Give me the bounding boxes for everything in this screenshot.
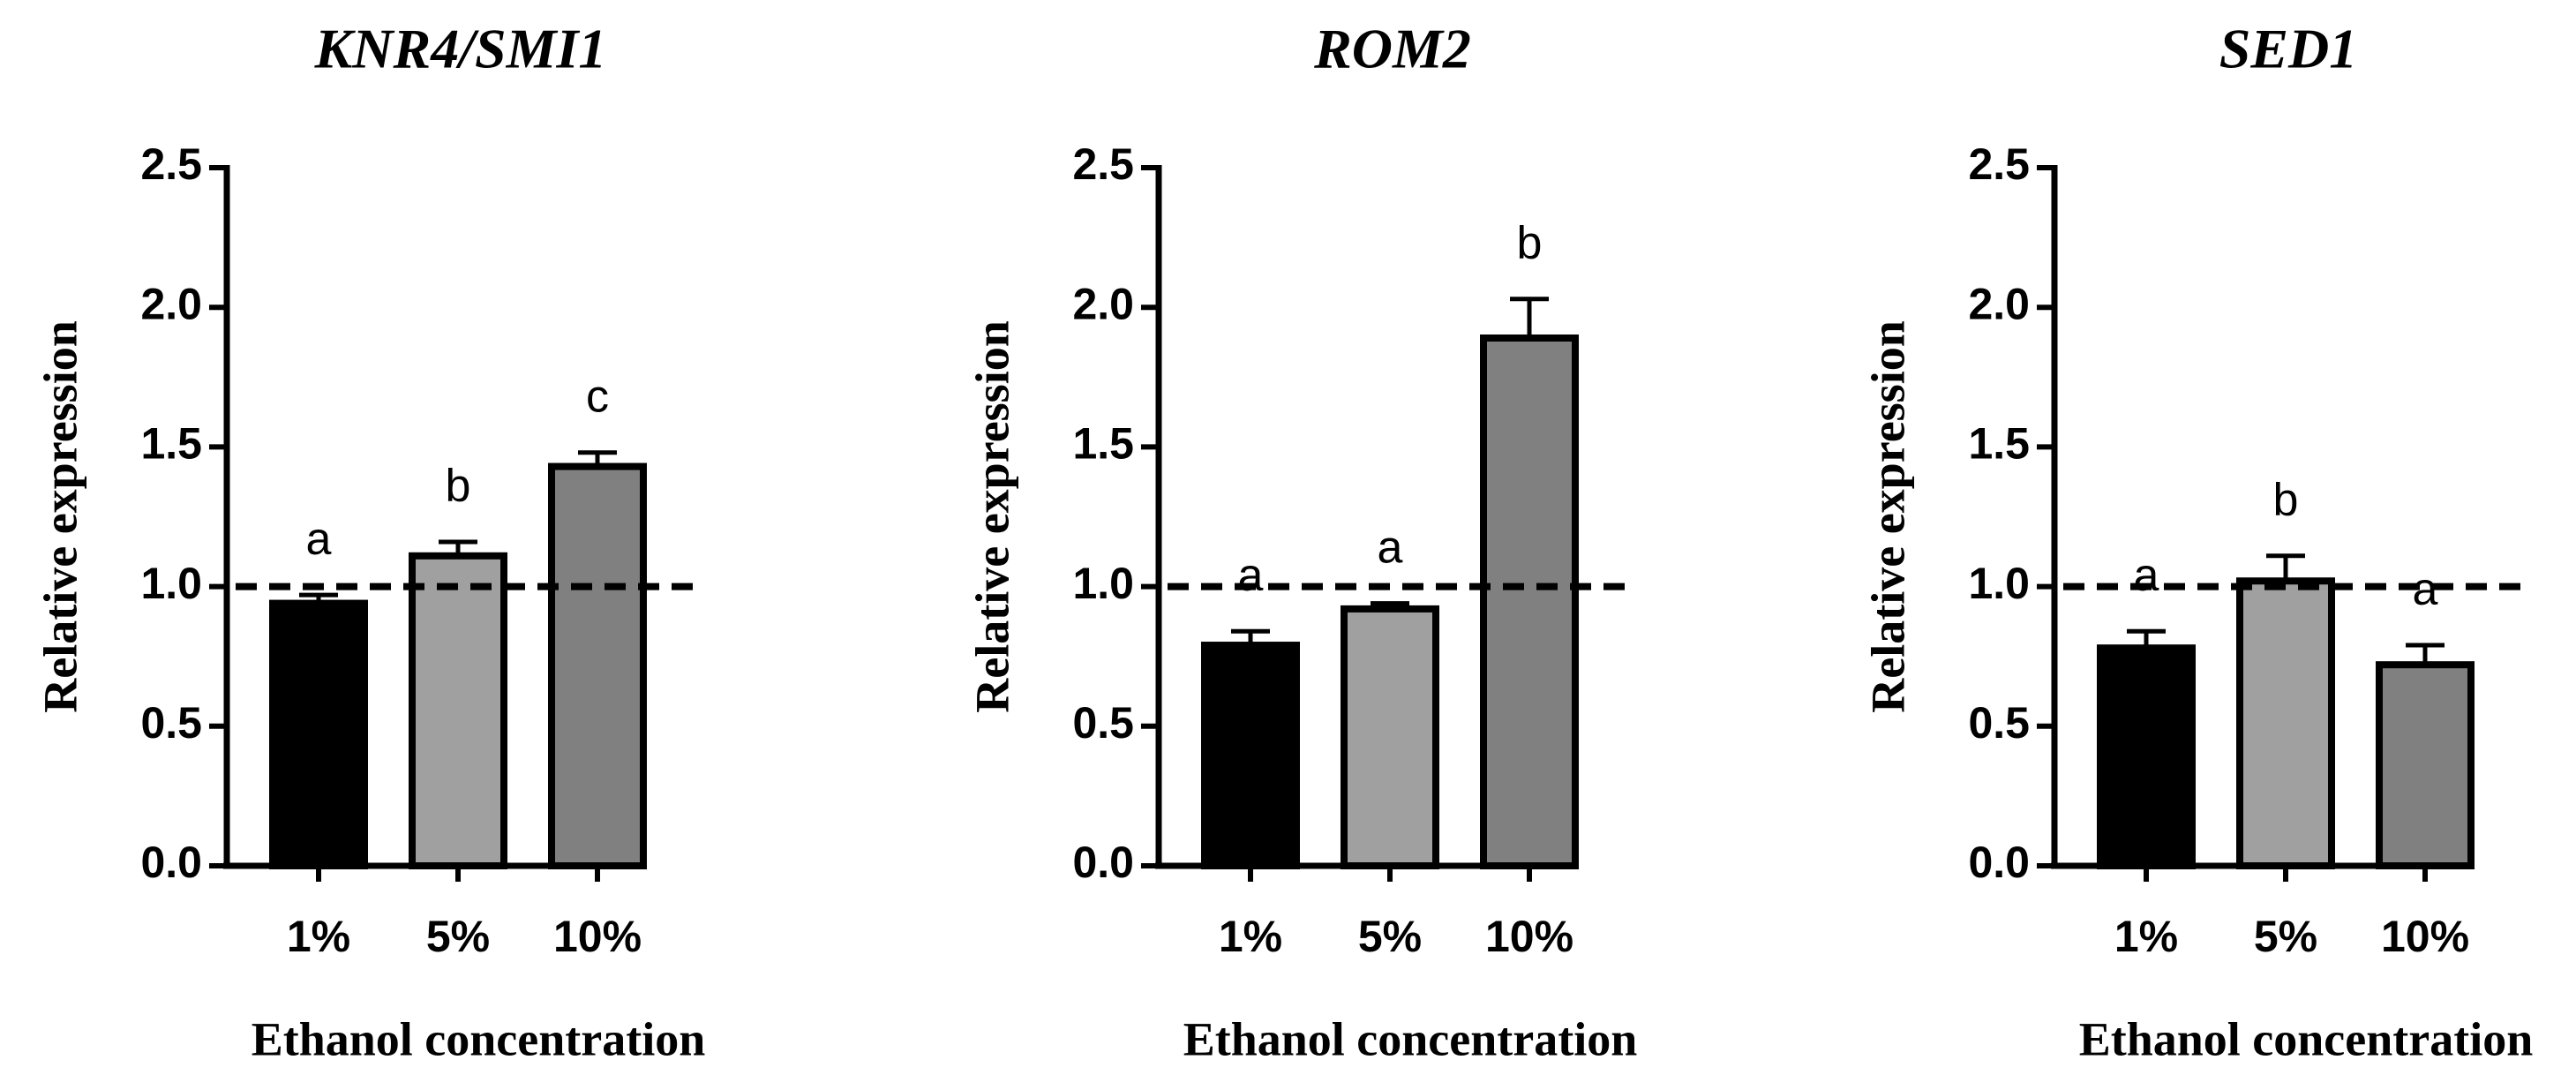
y-tick-label: 0.0: [1072, 838, 1134, 887]
x-tick-label: 5%: [426, 912, 490, 961]
error-bar: [299, 592, 338, 604]
bar: [409, 552, 507, 870]
x-tick-label: 1%: [2114, 912, 2178, 961]
y-tick-label: 2.5: [1072, 139, 1134, 189]
y-tick-label: 1.5: [140, 419, 202, 469]
error-bar: [439, 539, 477, 556]
y-tick-label: 2.5: [140, 139, 202, 189]
y-axis-title: Relative expression: [34, 320, 86, 712]
bar: [548, 462, 647, 869]
bar: [269, 599, 368, 869]
x-tick-label: 1%: [287, 912, 350, 961]
y-tick-label: 2.0: [140, 279, 202, 328]
x-tick-label: 5%: [2254, 912, 2317, 961]
y-tick-label: 0.0: [140, 838, 202, 887]
significance-letter: a: [1238, 550, 1264, 601]
y-tick-label: 2.0: [1072, 279, 1134, 328]
bar: [2236, 577, 2335, 869]
bar: [1201, 642, 1300, 869]
y-tick-label: 0.5: [1072, 698, 1134, 748]
y-tick-label: 1.0: [140, 559, 202, 608]
bar: [2097, 644, 2196, 870]
significance-letter: c: [586, 371, 609, 422]
x-tick-label: 10%: [2381, 912, 2469, 961]
y-axis-title: Relative expression: [1861, 320, 1914, 712]
error-bar: [578, 450, 617, 467]
error-bar: [2127, 628, 2166, 649]
significance-letter: a: [306, 514, 332, 565]
x-axis-title: Ethanol concentration: [252, 1012, 706, 1065]
x-tick-label: 1%: [1219, 912, 1282, 961]
x-axis-title: Ethanol concentration: [2079, 1012, 2534, 1065]
bar: [1341, 605, 1439, 869]
significance-letter: b: [1517, 217, 1543, 268]
y-tick-label: 1.0: [1072, 559, 1134, 608]
y-tick-label: 0.0: [1968, 838, 2030, 887]
significance-letter: a: [2134, 550, 2159, 601]
significance-letter: b: [446, 461, 471, 512]
error-bar: [1371, 601, 1409, 609]
chart-title: KNR4/SMI1: [314, 18, 607, 80]
error-bar: [1510, 297, 1549, 339]
x-axis-title: Ethanol concentration: [1183, 1012, 1638, 1065]
bar: [1480, 335, 1579, 869]
y-tick-label: 2.0: [1968, 279, 2030, 328]
y-tick-label: 0.5: [1968, 698, 2030, 748]
chart-title: SED1: [2219, 18, 2358, 80]
x-tick-label: 10%: [1485, 912, 1573, 961]
bar: [2376, 661, 2475, 870]
y-tick-label: 1.5: [1072, 419, 1134, 469]
significance-letter: b: [2273, 475, 2299, 526]
chart-title: ROM2: [1313, 18, 1471, 80]
x-tick-label: 10%: [553, 912, 642, 961]
y-tick-label: 1.0: [1968, 559, 2030, 608]
error-bar: [2406, 643, 2445, 665]
y-tick-label: 0.5: [140, 698, 202, 748]
x-tick-label: 5%: [1358, 912, 1422, 961]
y-tick-label: 2.5: [1968, 139, 2030, 189]
significance-letter: a: [1378, 522, 1403, 573]
y-tick-label: 1.5: [1968, 419, 2030, 469]
y-axis-title: Relative expression: [965, 320, 1018, 712]
error-bar: [1231, 628, 1270, 646]
error-bar: [2266, 553, 2305, 582]
